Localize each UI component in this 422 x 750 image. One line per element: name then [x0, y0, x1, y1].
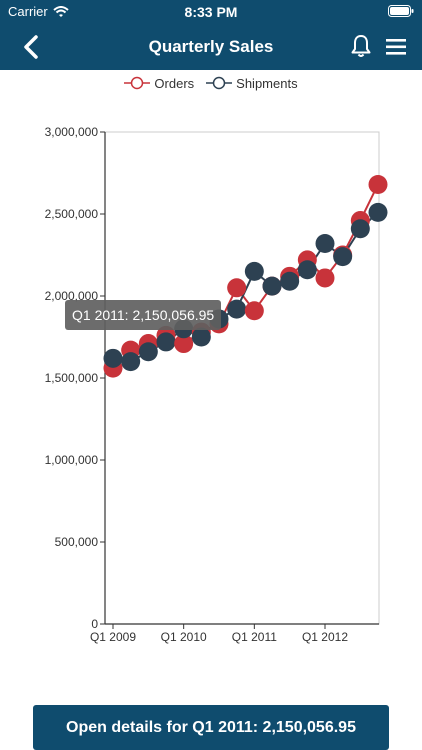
sales-line-chart[interactable]: 0 500,000 1,000,000 1,500,000 2,000,000 2,500… — [0, 110, 422, 650]
y-tick-label: 3,000,000 — [45, 125, 99, 139]
carrier-label: Carrier — [8, 4, 48, 19]
bell-icon[interactable] — [348, 33, 374, 59]
shipments-data-point — [315, 234, 335, 254]
y-tick-label: 1,500,000 — [45, 371, 99, 385]
status-time: 8:33 PM — [184, 4, 238, 20]
y-tick-label: 2,000,000 — [45, 289, 99, 303]
legend-item-shipments[interactable]: Shipments — [206, 74, 298, 92]
y-tick-label: 2,500,000 — [45, 207, 99, 221]
shipments-data-point — [156, 332, 176, 352]
y-tick-label: 0 — [91, 617, 98, 631]
y-tick-label: 1,000,000 — [45, 453, 99, 467]
shipments-data-point — [280, 271, 300, 291]
chart-tooltip: Q1 2011: 2,150,056.95 — [65, 300, 222, 330]
shipments-data-point — [333, 247, 353, 267]
plot-area-frame — [104, 131, 380, 625]
chart-legend: Orders Shipments — [0, 74, 422, 92]
shipments-data-point — [138, 342, 158, 362]
shipments-data-point — [121, 352, 141, 372]
legend-orders-label: Orders — [154, 75, 195, 91]
x-tick-label: Q1 2009 — [90, 630, 136, 644]
x-tick-label: Q1 2010 — [161, 630, 207, 644]
orders-data-point — [244, 301, 264, 321]
x-tick-label: Q1 2011 — [232, 630, 277, 644]
orders-data-point — [227, 278, 247, 298]
orders-marker-icon — [124, 76, 151, 90]
orders-data-point — [315, 268, 335, 288]
shipments-data-point — [244, 261, 264, 281]
shipments-data-point — [368, 202, 388, 222]
page-title: Quarterly Sales — [148, 37, 274, 56]
shipments-data-point — [297, 260, 317, 280]
carrier-info: Carrier — [8, 4, 69, 19]
orders-data-point — [174, 334, 194, 354]
wifi-icon — [53, 5, 69, 17]
shipments-data-point — [191, 327, 211, 347]
legend-shipments-label: Shipments — [236, 75, 298, 91]
open-details-button[interactable]: Open details for Q1 2011: 2,150,056.95 — [33, 705, 389, 750]
y-tick-label: 500,000 — [55, 535, 99, 549]
shipments-data-point — [350, 219, 370, 239]
legend-item-orders[interactable]: Orders — [124, 74, 194, 92]
orders-data-point — [368, 174, 388, 194]
battery-icon — [388, 5, 414, 17]
shipments-data-point — [262, 276, 282, 296]
x-tick-label: Q1 2012 — [302, 630, 348, 644]
shipments-marker-icon — [206, 76, 233, 90]
status-bar: Carrier 8:33 PM — [0, 0, 422, 24]
shipments-data-point — [227, 299, 247, 319]
shipments-data-point — [103, 348, 123, 368]
hamburger-menu-icon[interactable] — [384, 34, 410, 60]
back-chevron-icon[interactable] — [18, 33, 46, 61]
nav-bar: Quarterly Sales — [0, 24, 422, 70]
